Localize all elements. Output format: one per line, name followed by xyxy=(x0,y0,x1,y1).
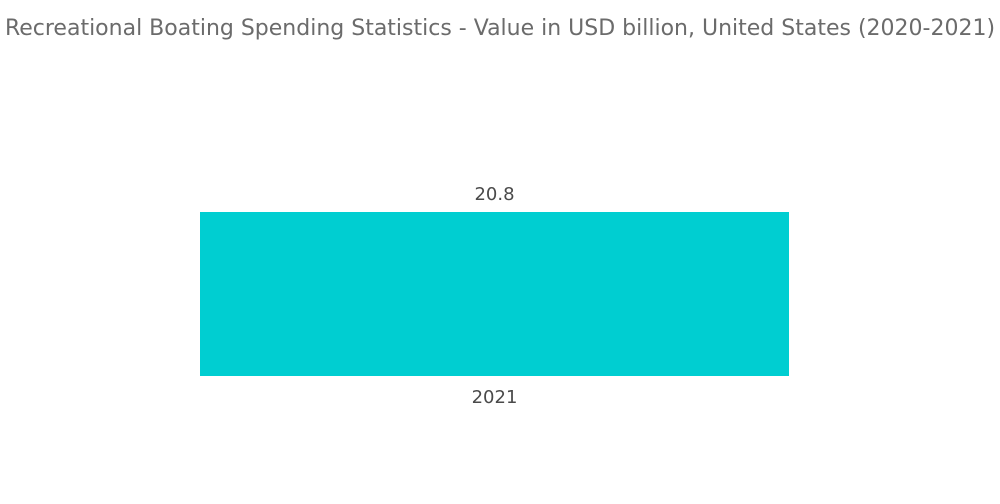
x-tick-label-2021: 2021 xyxy=(472,387,518,408)
bar-2021 xyxy=(200,212,789,376)
data-label-2021: 20.8 xyxy=(474,184,514,205)
chart-title: Recreational Boating Spending Statistics… xyxy=(4,16,996,41)
